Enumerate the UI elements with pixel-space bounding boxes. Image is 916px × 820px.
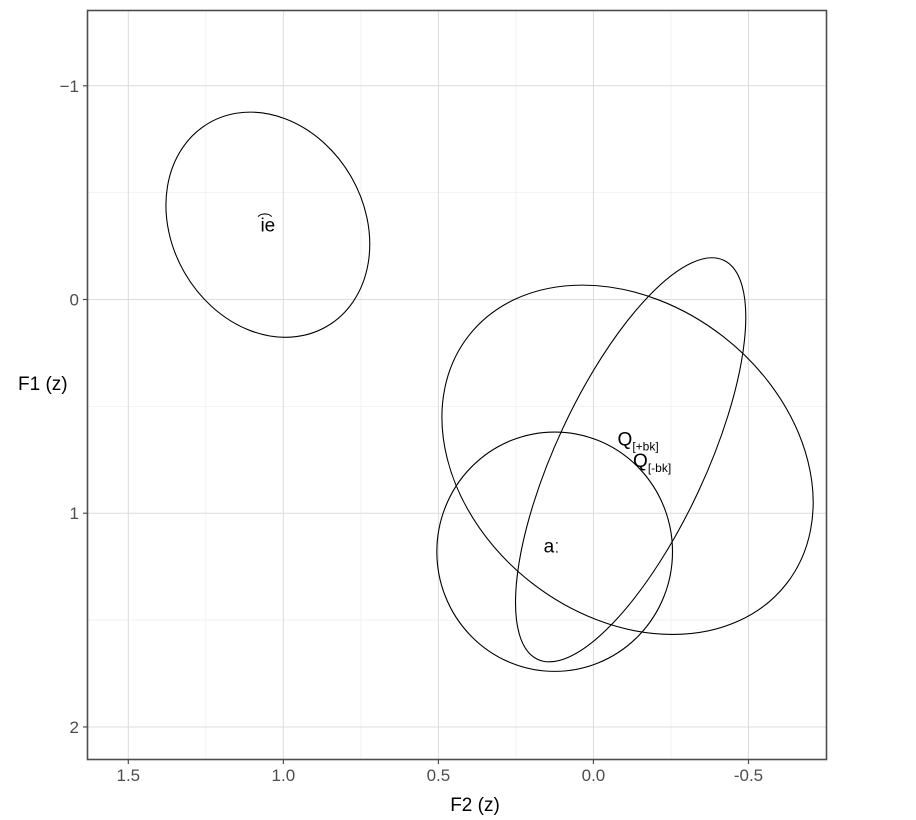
ellipse-qbk: [514, 257, 747, 663]
axes: 1.5 1.0 0.5 0.0 -0.5 −1 0 1 2: [60, 77, 764, 785]
ellipse-ie: [165, 111, 371, 338]
y-tick-label: −1: [60, 77, 79, 96]
vowel-label-3: Q[-bk]: [633, 451, 671, 475]
ellipses: [165, 111, 814, 672]
plot-panel-border: [86, 9, 828, 761]
y-tick-label: 0: [70, 291, 79, 310]
y-axis-title: F1 (z): [18, 374, 68, 395]
vowel-label-1: aː: [544, 536, 560, 557]
y-tick-label: 2: [70, 718, 79, 737]
ellipse-qbk: [441, 284, 814, 636]
x-axis-title: F2 (z): [450, 795, 500, 816]
x-tick-label: 1.0: [272, 766, 296, 785]
x-tick-label: 0.0: [582, 766, 606, 785]
ellipse-a: [436, 431, 674, 672]
x-tick-label: -0.5: [734, 766, 763, 785]
x-tick-label: 1.5: [116, 766, 140, 785]
y-tick-label: 1: [70, 504, 79, 523]
grid: [88, 11, 826, 759]
x-tick-label: 0.5: [427, 766, 451, 785]
vowel-label-0: i͡e: [257, 215, 275, 237]
